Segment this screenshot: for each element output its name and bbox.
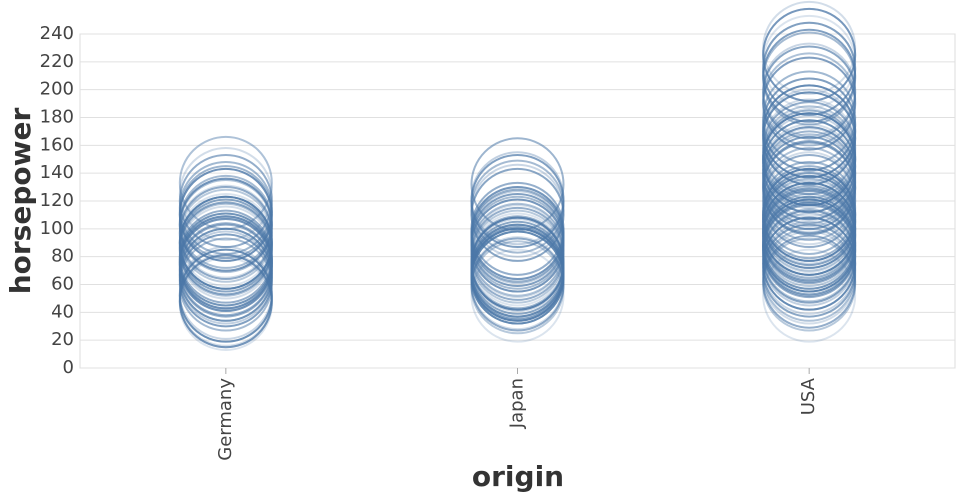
y-tick-label: 40 — [51, 301, 74, 322]
x-axis-title: origin — [472, 460, 564, 493]
point — [178, 154, 273, 248]
point — [178, 248, 273, 343]
point — [178, 147, 273, 242]
y-tick-label: 180 — [40, 107, 74, 128]
x-tick-label: USA — [798, 377, 819, 415]
point — [762, 101, 857, 196]
point — [762, 21, 857, 116]
y-tick-label: 0 — [63, 357, 74, 378]
y-tick-label: 120 — [40, 190, 74, 211]
y-tick-label: 220 — [40, 51, 74, 72]
point — [762, 56, 857, 151]
y-tick-label: 20 — [51, 329, 74, 350]
point — [470, 151, 565, 246]
point — [470, 181, 565, 276]
point — [470, 137, 565, 232]
point — [762, 77, 857, 172]
point — [762, 45, 857, 140]
point — [762, 0, 857, 95]
point — [762, 234, 857, 329]
x-tick-label: Germany — [215, 378, 236, 461]
point — [178, 165, 273, 260]
point — [762, 248, 857, 343]
point — [762, 70, 857, 165]
y-tick-label: 80 — [51, 246, 74, 267]
y-tick-label: 200 — [40, 79, 74, 100]
y-tick-label: 60 — [51, 274, 74, 295]
point — [762, 151, 857, 246]
point — [470, 186, 565, 281]
point — [762, 56, 857, 151]
point — [762, 154, 857, 248]
point — [762, 165, 857, 260]
y-tick-label: 160 — [40, 134, 74, 155]
y-tick-label: 100 — [40, 218, 74, 239]
y-axis-title: horsepower — [4, 108, 37, 295]
point — [470, 154, 565, 248]
point — [178, 135, 273, 230]
point — [762, 70, 857, 165]
x-tick-label: Japan — [507, 378, 528, 429]
y-tick-label: 140 — [40, 162, 74, 183]
point — [470, 181, 565, 276]
point — [762, 7, 857, 102]
point — [762, 42, 857, 137]
point — [178, 195, 273, 290]
y-tick-label: 240 — [40, 23, 74, 44]
point — [470, 248, 565, 343]
